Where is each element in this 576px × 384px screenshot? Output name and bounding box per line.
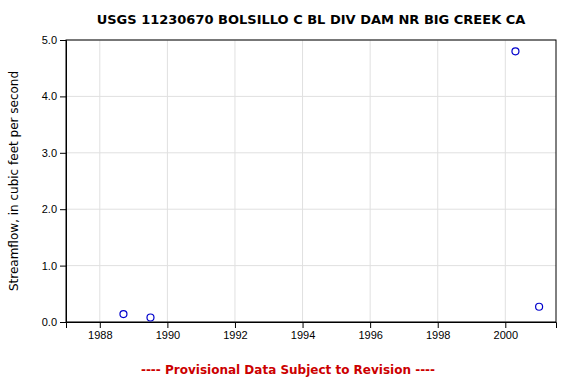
y-tick-label: 1.0 [42, 260, 57, 272]
y-axis-title: Streamflow, in cubic feet per second [7, 71, 21, 291]
y-axis: 0.0 1.0 2.0 3.0 4.0 5.0 [42, 34, 67, 328]
x-axis: 1988 1990 1992 1994 1996 1998 2000 [67, 322, 557, 341]
x-tick: 1996 [358, 322, 382, 341]
x-tick-label: 1998 [426, 329, 450, 341]
y-tick-mark [60, 322, 66, 323]
grid-line-x [167, 40, 168, 322]
y-tick-mark [60, 209, 66, 210]
grid-line-x [505, 40, 506, 322]
y-tick-mark [60, 40, 66, 41]
y-axis-line [60, 41, 67, 323]
grid-line-x [370, 40, 371, 322]
grid-line-y [66, 152, 556, 153]
x-tick: 1990 [156, 322, 180, 341]
x-tick-label: 1996 [358, 329, 382, 341]
y-tick: 0.0 [42, 316, 66, 328]
plot-area: 1988 1990 1992 1994 1996 1998 2000 0.0 1.0 2.0 3.0… [42, 34, 557, 341]
point [147, 314, 154, 321]
x-tick-mark [438, 322, 439, 328]
grid-line-x [99, 40, 100, 322]
grid [66, 40, 556, 322]
x-tick-mark [370, 322, 371, 328]
x-tick: 1992 [223, 322, 247, 341]
title: USGS 11230670 BOLSILLO C BL DIV DAM NR B… [97, 12, 526, 27]
y-tick-label: 3.0 [42, 147, 57, 159]
grid-line-y [66, 96, 556, 97]
point [536, 303, 543, 310]
footnote: ---- Provisional Data Subject to Revisio… [141, 363, 435, 377]
y-tick: 5.0 [42, 34, 66, 46]
y-tick-mark [60, 266, 66, 267]
y-tick-mark [60, 153, 66, 154]
grid-line-y [66, 209, 556, 210]
plot-frame [66, 40, 556, 322]
x-tick: 1998 [426, 322, 450, 341]
x-tick-mark [100, 322, 101, 328]
chart-container: 1988 1990 1992 1994 1996 1998 2000 0.0 1.0 2.0 3.0… [0, 0, 576, 384]
grid-line-x [437, 40, 438, 322]
x-tick-label: 1994 [291, 329, 315, 341]
y-tick-label: 2.0 [42, 203, 57, 215]
x-tick-label: 1988 [88, 329, 112, 341]
y-tick: 2.0 [42, 203, 66, 215]
x-tick-mark [303, 322, 304, 328]
x-tick-mark [235, 322, 236, 328]
x-tick-mark [505, 322, 506, 328]
points [120, 48, 543, 321]
x-tick-mark [167, 322, 168, 328]
y-tick-label: 4.0 [42, 90, 57, 102]
y-tick: 3.0 [42, 147, 66, 159]
y-tick-label: 5.0 [42, 34, 57, 46]
y-tick: 1.0 [42, 260, 66, 272]
grid-line-y [66, 265, 556, 266]
x-axis-line [67, 323, 557, 329]
x-tick: 2000 [494, 322, 518, 341]
y-tick-label: 0.0 [42, 316, 57, 328]
point [512, 48, 519, 55]
x-tick-label: 1990 [156, 329, 180, 341]
x-tick-label: 1992 [223, 329, 247, 341]
point [120, 311, 127, 318]
y-tick: 4.0 [42, 90, 66, 102]
y-tick-mark [60, 96, 66, 97]
chart-svg: 1988 1990 1992 1994 1996 1998 2000 0.0 1.0 2.0 3.0… [0, 0, 576, 384]
grid-line-x [302, 40, 303, 322]
x-tick-label: 2000 [494, 329, 518, 341]
grid-line-x [234, 40, 235, 322]
x-tick: 1994 [291, 322, 315, 341]
x-tick: 1988 [88, 322, 112, 341]
